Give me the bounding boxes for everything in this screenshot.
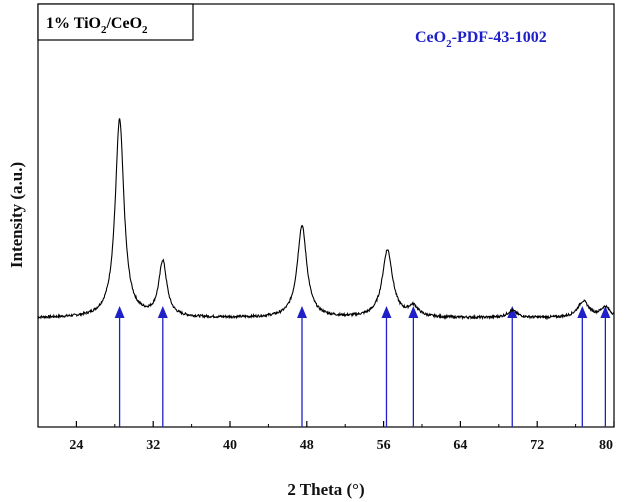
reference-arrow-1 [157, 306, 168, 318]
y-axis-title: Intensity (a.u.) [7, 162, 26, 268]
ref-label-prefix: CeO [415, 29, 446, 46]
reference-arrow-7 [600, 306, 611, 318]
reference-arrow-2 [297, 306, 307, 318]
x-tick-label-1: 32 [146, 438, 160, 453]
reference-arrow-3 [381, 306, 392, 318]
x-tick-label-7: 80 [599, 438, 613, 453]
reference-label: CeO2-PDF-43-1002 [415, 29, 547, 50]
x-tick-label-0: 24 [69, 438, 83, 453]
x-tick-label-6: 72 [530, 438, 544, 453]
x-tick-label-3: 48 [300, 438, 314, 453]
reference-arrow-0 [114, 306, 125, 318]
x-tick-label-2: 40 [223, 438, 237, 453]
reference-arrow-6 [577, 306, 588, 318]
x-tick-label-5: 64 [453, 438, 467, 453]
legend-sub2: 2 [142, 24, 148, 36]
ref-label-sub: 2 [446, 38, 452, 50]
ref-label-suffix: -PDF-43-1002 [452, 29, 547, 46]
reference-markers [114, 306, 611, 427]
sample-legend-box [37, 3, 194, 41]
legend-mid: /CeO [105, 15, 142, 32]
x-axis-title: 2 Theta (°) [287, 480, 364, 499]
x-tick-label-4: 56 [377, 438, 391, 453]
legend-prefix: 1% TiO [46, 15, 101, 32]
reference-arrow-4 [408, 306, 419, 318]
plot-frame [37, 3, 615, 428]
x-axis: 24 32 40 48 56 64 72 80 [37, 421, 615, 453]
legend-sub1: 2 [101, 24, 107, 36]
sample-legend-label: 1% TiO2/CeO2 [46, 15, 148, 36]
xrd-pattern-line [37, 118, 615, 321]
sample-legend: 1% TiO2/CeO2 [37, 3, 194, 41]
